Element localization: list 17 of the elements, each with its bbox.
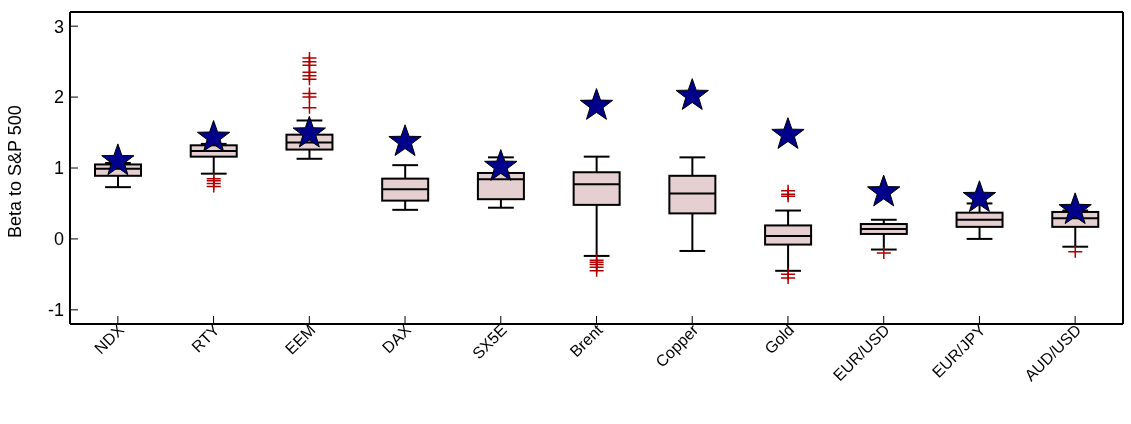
y-tick-label: 0 [53, 229, 64, 250]
y-tick-label: 1 [53, 158, 64, 179]
point [292, 115, 326, 148]
point [962, 180, 997, 213]
point [484, 149, 518, 181]
y-tick-label: 2 [53, 87, 64, 108]
point [101, 143, 135, 176]
point [196, 120, 231, 152]
y-tick-label: -1 [47, 300, 64, 321]
point [1058, 192, 1092, 225]
point [771, 117, 805, 149]
point [388, 124, 422, 157]
point [675, 78, 709, 110]
point [579, 88, 614, 120]
point [867, 174, 901, 207]
y-tick-label: 3 [53, 16, 64, 37]
y-axis-title: Beta to S&P 500 [5, 105, 26, 238]
